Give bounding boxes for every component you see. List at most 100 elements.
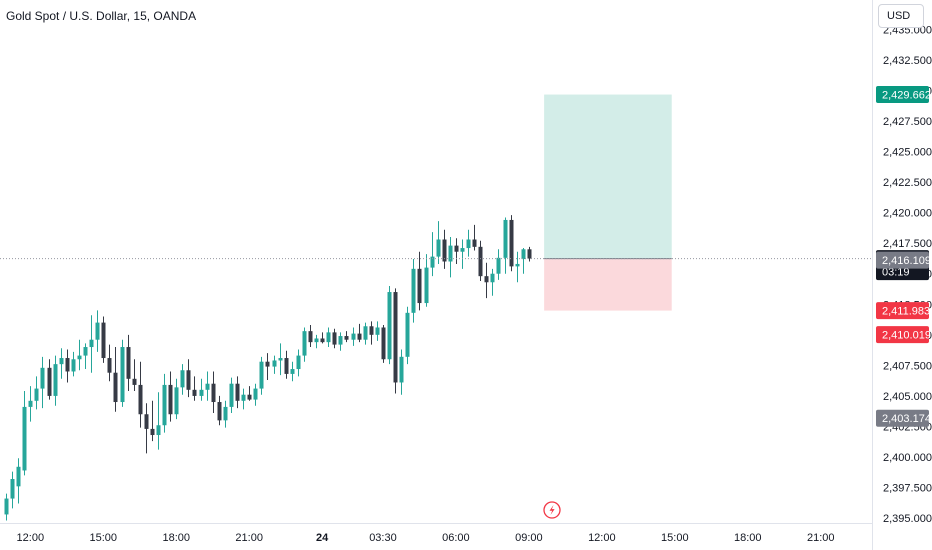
candle-body xyxy=(351,333,356,340)
candle xyxy=(399,349,404,395)
candle xyxy=(478,240,483,282)
candle xyxy=(521,248,526,274)
candle xyxy=(454,238,459,264)
candle-body xyxy=(460,248,465,252)
price-label-box xyxy=(876,302,929,320)
candle-body xyxy=(265,361,270,367)
candle xyxy=(174,378,179,420)
candle xyxy=(235,376,240,409)
candle xyxy=(126,334,131,392)
candle-body xyxy=(381,327,386,360)
candle-body xyxy=(424,267,429,304)
candle xyxy=(381,325,386,363)
candle xyxy=(192,376,197,401)
long-position-tool[interactable] xyxy=(544,94,672,311)
price-label: 2,429.662 xyxy=(876,86,931,104)
candle xyxy=(223,400,228,428)
price-label-box xyxy=(876,86,929,104)
candle xyxy=(503,217,508,274)
candle-body xyxy=(132,378,137,385)
candle xyxy=(144,403,149,454)
candle xyxy=(344,331,349,343)
candle-body xyxy=(393,292,398,383)
candle-body xyxy=(503,219,508,258)
candle xyxy=(424,254,429,307)
candle xyxy=(28,386,33,422)
price-label-text: 2,429.662 xyxy=(882,90,931,102)
candle-body xyxy=(34,388,39,401)
candle xyxy=(411,259,416,323)
candle-body xyxy=(47,367,52,396)
candle xyxy=(22,391,27,476)
candle-body xyxy=(436,239,441,257)
price-label-text: 2,410.019 xyxy=(882,330,931,342)
candle-body xyxy=(338,336,343,345)
candle xyxy=(211,371,216,414)
candle-body xyxy=(40,367,45,389)
candle xyxy=(16,458,21,504)
candle-body xyxy=(308,331,313,343)
candle-body xyxy=(89,339,94,348)
candle xyxy=(95,310,100,352)
candle xyxy=(496,249,501,280)
time-tick-label: 12:00 xyxy=(588,532,616,544)
candle xyxy=(272,355,277,374)
lightning-icon[interactable] xyxy=(543,501,561,519)
currency-button[interactable]: USD xyxy=(878,4,924,28)
candle-body xyxy=(527,249,532,259)
price-label-text: 2,403.174 xyxy=(882,413,931,425)
candle-body xyxy=(430,256,435,268)
candle-body xyxy=(466,239,471,249)
loss-zone[interactable] xyxy=(544,258,672,311)
profit-zone[interactable] xyxy=(544,94,672,259)
candle xyxy=(186,359,191,398)
candle-body xyxy=(107,358,112,373)
price-label-text: 2,416.109 xyxy=(882,255,931,267)
candle xyxy=(448,237,453,278)
price-label-box xyxy=(876,409,929,427)
price-tick-label: 2,422.500 xyxy=(883,177,932,189)
candle xyxy=(515,251,520,283)
candle xyxy=(314,334,319,349)
candle-body xyxy=(259,361,264,389)
candle-body xyxy=(515,263,520,267)
candle xyxy=(89,315,94,373)
candle-body xyxy=(272,360,277,367)
candle xyxy=(351,327,356,346)
candle-body xyxy=(241,394,246,401)
candle xyxy=(162,373,167,433)
candle-body xyxy=(71,359,76,372)
candle-body xyxy=(405,312,410,357)
candle-body xyxy=(192,389,197,396)
candle xyxy=(107,344,112,382)
candle-body xyxy=(344,336,349,340)
candle-body xyxy=(168,384,173,415)
candle-body xyxy=(150,428,155,436)
candle-body xyxy=(186,370,191,390)
candle-body xyxy=(399,356,404,383)
price-tick-label: 2,432.500 xyxy=(883,55,932,67)
price-label-box xyxy=(876,326,929,344)
candle-body xyxy=(375,327,380,335)
candle-body xyxy=(144,414,149,429)
candle-body xyxy=(223,406,228,421)
candle xyxy=(417,251,422,311)
chart-title: Gold Spot / U.S. Dollar, 15, OANDA xyxy=(6,9,197,23)
candle xyxy=(302,327,307,362)
candle-body xyxy=(326,332,331,343)
candle xyxy=(405,306,410,365)
candle xyxy=(290,361,295,382)
time-axis[interactable]: 12:00 15:00 18:00 21:00 24 03:30 06:00 09:00 12:… xyxy=(17,532,835,544)
candle xyxy=(10,471,15,509)
candle-body xyxy=(496,257,501,274)
candle xyxy=(40,356,45,409)
candle-body xyxy=(484,276,489,283)
candle xyxy=(180,364,185,395)
time-tick-label: 09:00 xyxy=(515,532,543,544)
candle xyxy=(442,229,447,269)
candle-body xyxy=(65,358,70,372)
candle xyxy=(229,377,234,414)
candle-body xyxy=(211,383,216,403)
candle-body xyxy=(180,370,185,388)
